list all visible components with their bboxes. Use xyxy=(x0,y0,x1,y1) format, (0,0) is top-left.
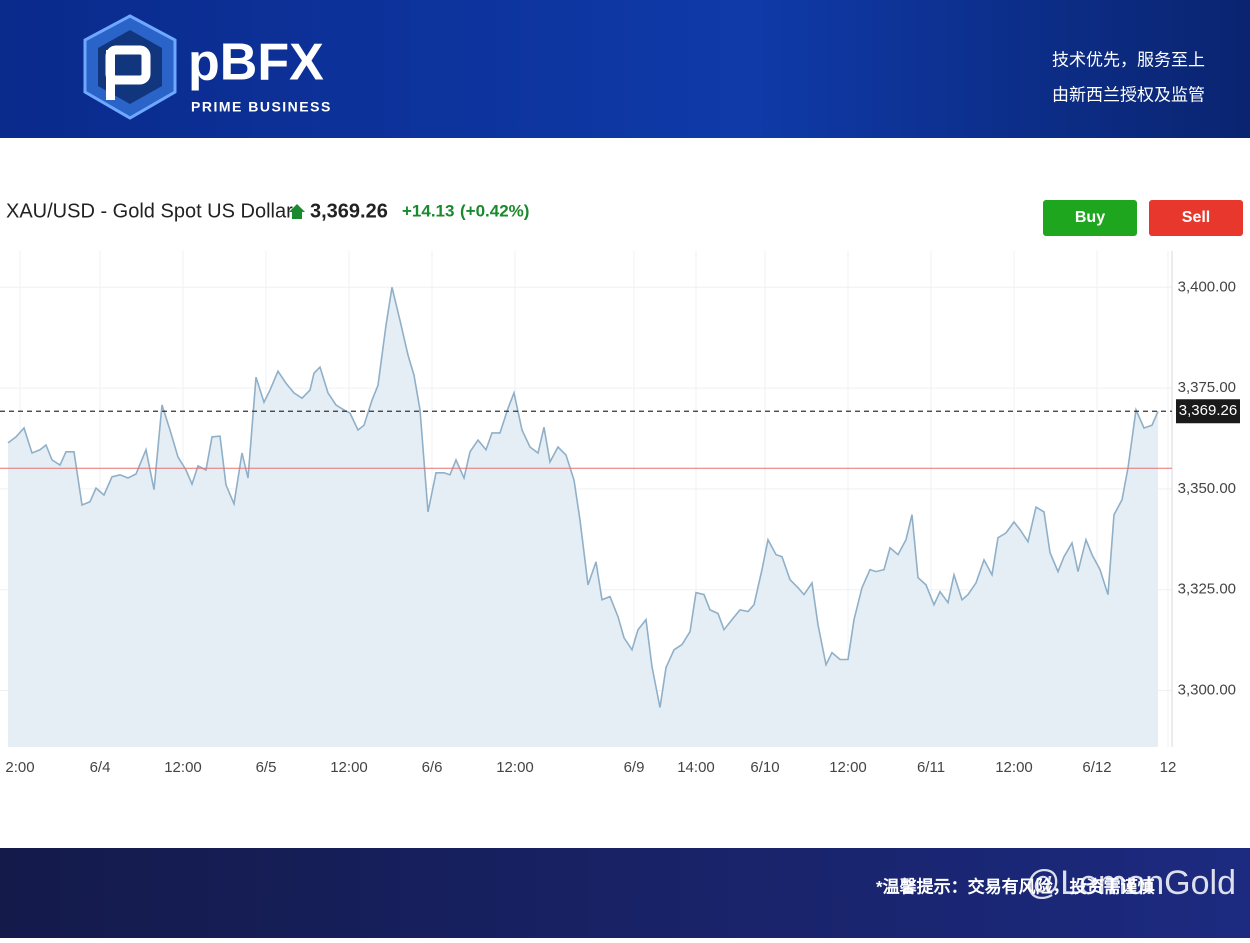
slogan: 技术优先，服务至上 xyxy=(1052,50,1205,69)
footer-bar xyxy=(0,848,1250,938)
price-line xyxy=(7,287,1159,708)
x-tick-label: 6/4 xyxy=(90,759,111,776)
x-tick-label: 2:00 xyxy=(5,759,34,776)
x-tick-label: 12 xyxy=(1160,759,1177,776)
price: 3,369.26 xyxy=(310,200,388,222)
logo xyxy=(83,14,177,120)
x-tick-label: 14:00 xyxy=(677,759,715,776)
x-tick-label: 12:00 xyxy=(164,759,202,776)
x-tick-label: 6/9 xyxy=(624,759,645,776)
x-tick-label: 6/6 xyxy=(422,759,443,776)
current-price-box xyxy=(1176,399,1240,424)
x-tick-label: 12:00 xyxy=(330,759,368,776)
x-tick-label: 12:00 xyxy=(995,759,1033,776)
change-pct: (+0.42%) xyxy=(460,201,529,220)
y-tick-label: 3,325.00 xyxy=(1178,581,1236,598)
x-tick-label: 6/12 xyxy=(1082,759,1111,776)
brand: pBFX xyxy=(188,34,324,92)
x-tick-label: 12:00 xyxy=(829,759,867,776)
x-tick-label: 6/5 xyxy=(256,759,277,776)
x-tick-label: 6/10 xyxy=(750,759,779,776)
buy-button-bg[interactable] xyxy=(1043,200,1137,236)
regulation: 由新西兰授权及监管 xyxy=(1052,85,1205,104)
sell-label[interactable]: Sell xyxy=(1182,209,1210,226)
sell-button-bg[interactable] xyxy=(1149,200,1243,236)
current-price-label: 3,369.26 xyxy=(1179,402,1237,419)
brand-tagline: PRIME BUSINESS xyxy=(191,99,332,115)
buy-label[interactable]: Buy xyxy=(1075,209,1105,226)
y-tick-label: 3,375.00 xyxy=(1178,379,1236,396)
sell-button[interactable]: Sell xyxy=(1149,200,1243,236)
watermark: @LemonGold xyxy=(1026,864,1236,902)
change: +14.13 xyxy=(402,201,454,220)
footer-notice: *温馨提示：交易有风险，投资需谨慎 xyxy=(876,876,1155,896)
x-tick-label: 12:00 xyxy=(496,759,534,776)
instrument-name: XAU/USD - Gold Spot US Dollar xyxy=(6,200,293,222)
y-tick-label: 3,300.00 xyxy=(1178,682,1236,699)
plot: 2:00 6/4 12:00 6/5 12:00 6/6 12:00 6/9 14:00 6/10… xyxy=(0,251,1240,776)
area-fill xyxy=(8,287,1158,747)
x-tick-label: 6/11 xyxy=(917,759,945,776)
y-tick-label: 3,350.00 xyxy=(1178,480,1236,497)
y-tick-label: 3,400.00 xyxy=(1178,278,1236,295)
buy-button[interactable]: Buy xyxy=(1043,200,1137,236)
up-arrow xyxy=(289,204,305,219)
header-bar xyxy=(0,0,1250,138)
